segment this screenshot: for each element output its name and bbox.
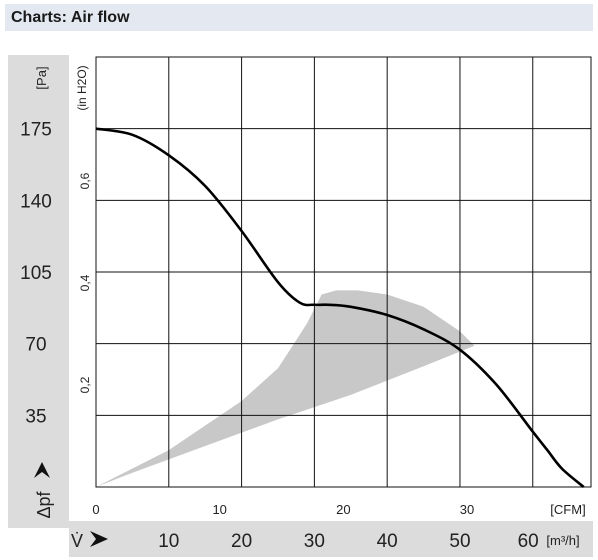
x-tick-label-cfm: 30	[460, 502, 474, 517]
x-axis-band	[69, 521, 593, 557]
pressure-arrow-icon	[34, 462, 50, 478]
pressure-symbol: Δpf	[34, 490, 54, 518]
y-tick-label-inh2o: 0,6	[78, 172, 92, 189]
chart-header: Charts: Air flow	[5, 4, 593, 31]
y-tick-label-pa: 35	[25, 406, 46, 427]
y-tick-label-pa: 105	[20, 263, 52, 284]
operating-range-layer	[96, 290, 475, 487]
x-tick-label-m3h: 40	[377, 531, 398, 552]
y-axis-unit-inh2o: (in H2O)	[75, 65, 89, 110]
tick-layer: 175 140 105 70 35 0,6 0,4 0,2 0 10 20 30 10 20 30 40 50 6…	[20, 120, 539, 552]
y-tick-label-inh2o: 0,2	[78, 376, 92, 393]
flow-symbol: V̇	[71, 531, 83, 551]
y-axis-band	[8, 55, 69, 528]
y-tick-label-inh2o: 0,4	[78, 274, 92, 291]
y-tick-label-pa: 175	[20, 120, 52, 141]
x-axis-unit-cfm: [CFM]	[550, 502, 585, 517]
x-tick-label-m3h: 60	[518, 531, 539, 552]
x-tick-label-m3h: 30	[304, 531, 325, 552]
air-flow-curve	[95, 127, 585, 488]
grid-layer	[95, 56, 592, 488]
x-tick-label-cfm: 0	[92, 502, 99, 517]
curve-layer	[95, 127, 585, 488]
x-tick-label-cfm: 20	[336, 502, 350, 517]
x-axis-unit-m3h: [m³/h]	[546, 533, 579, 548]
x-tick-label-m3h: 20	[231, 531, 252, 552]
y-tick-label-pa: 140	[20, 191, 52, 212]
x-tick-label-m3h: 10	[158, 531, 179, 552]
x-tick-label-m3h: 50	[449, 531, 470, 552]
chart-title: Charts: Air flow	[11, 9, 130, 26]
y-axis-unit-pa: [Pa]	[34, 66, 49, 89]
flow-arrow-icon	[90, 531, 108, 547]
y-tick-label-pa: 70	[25, 335, 46, 356]
operating-range-area	[96, 290, 475, 487]
x-tick-label-cfm: 10	[212, 502, 226, 517]
